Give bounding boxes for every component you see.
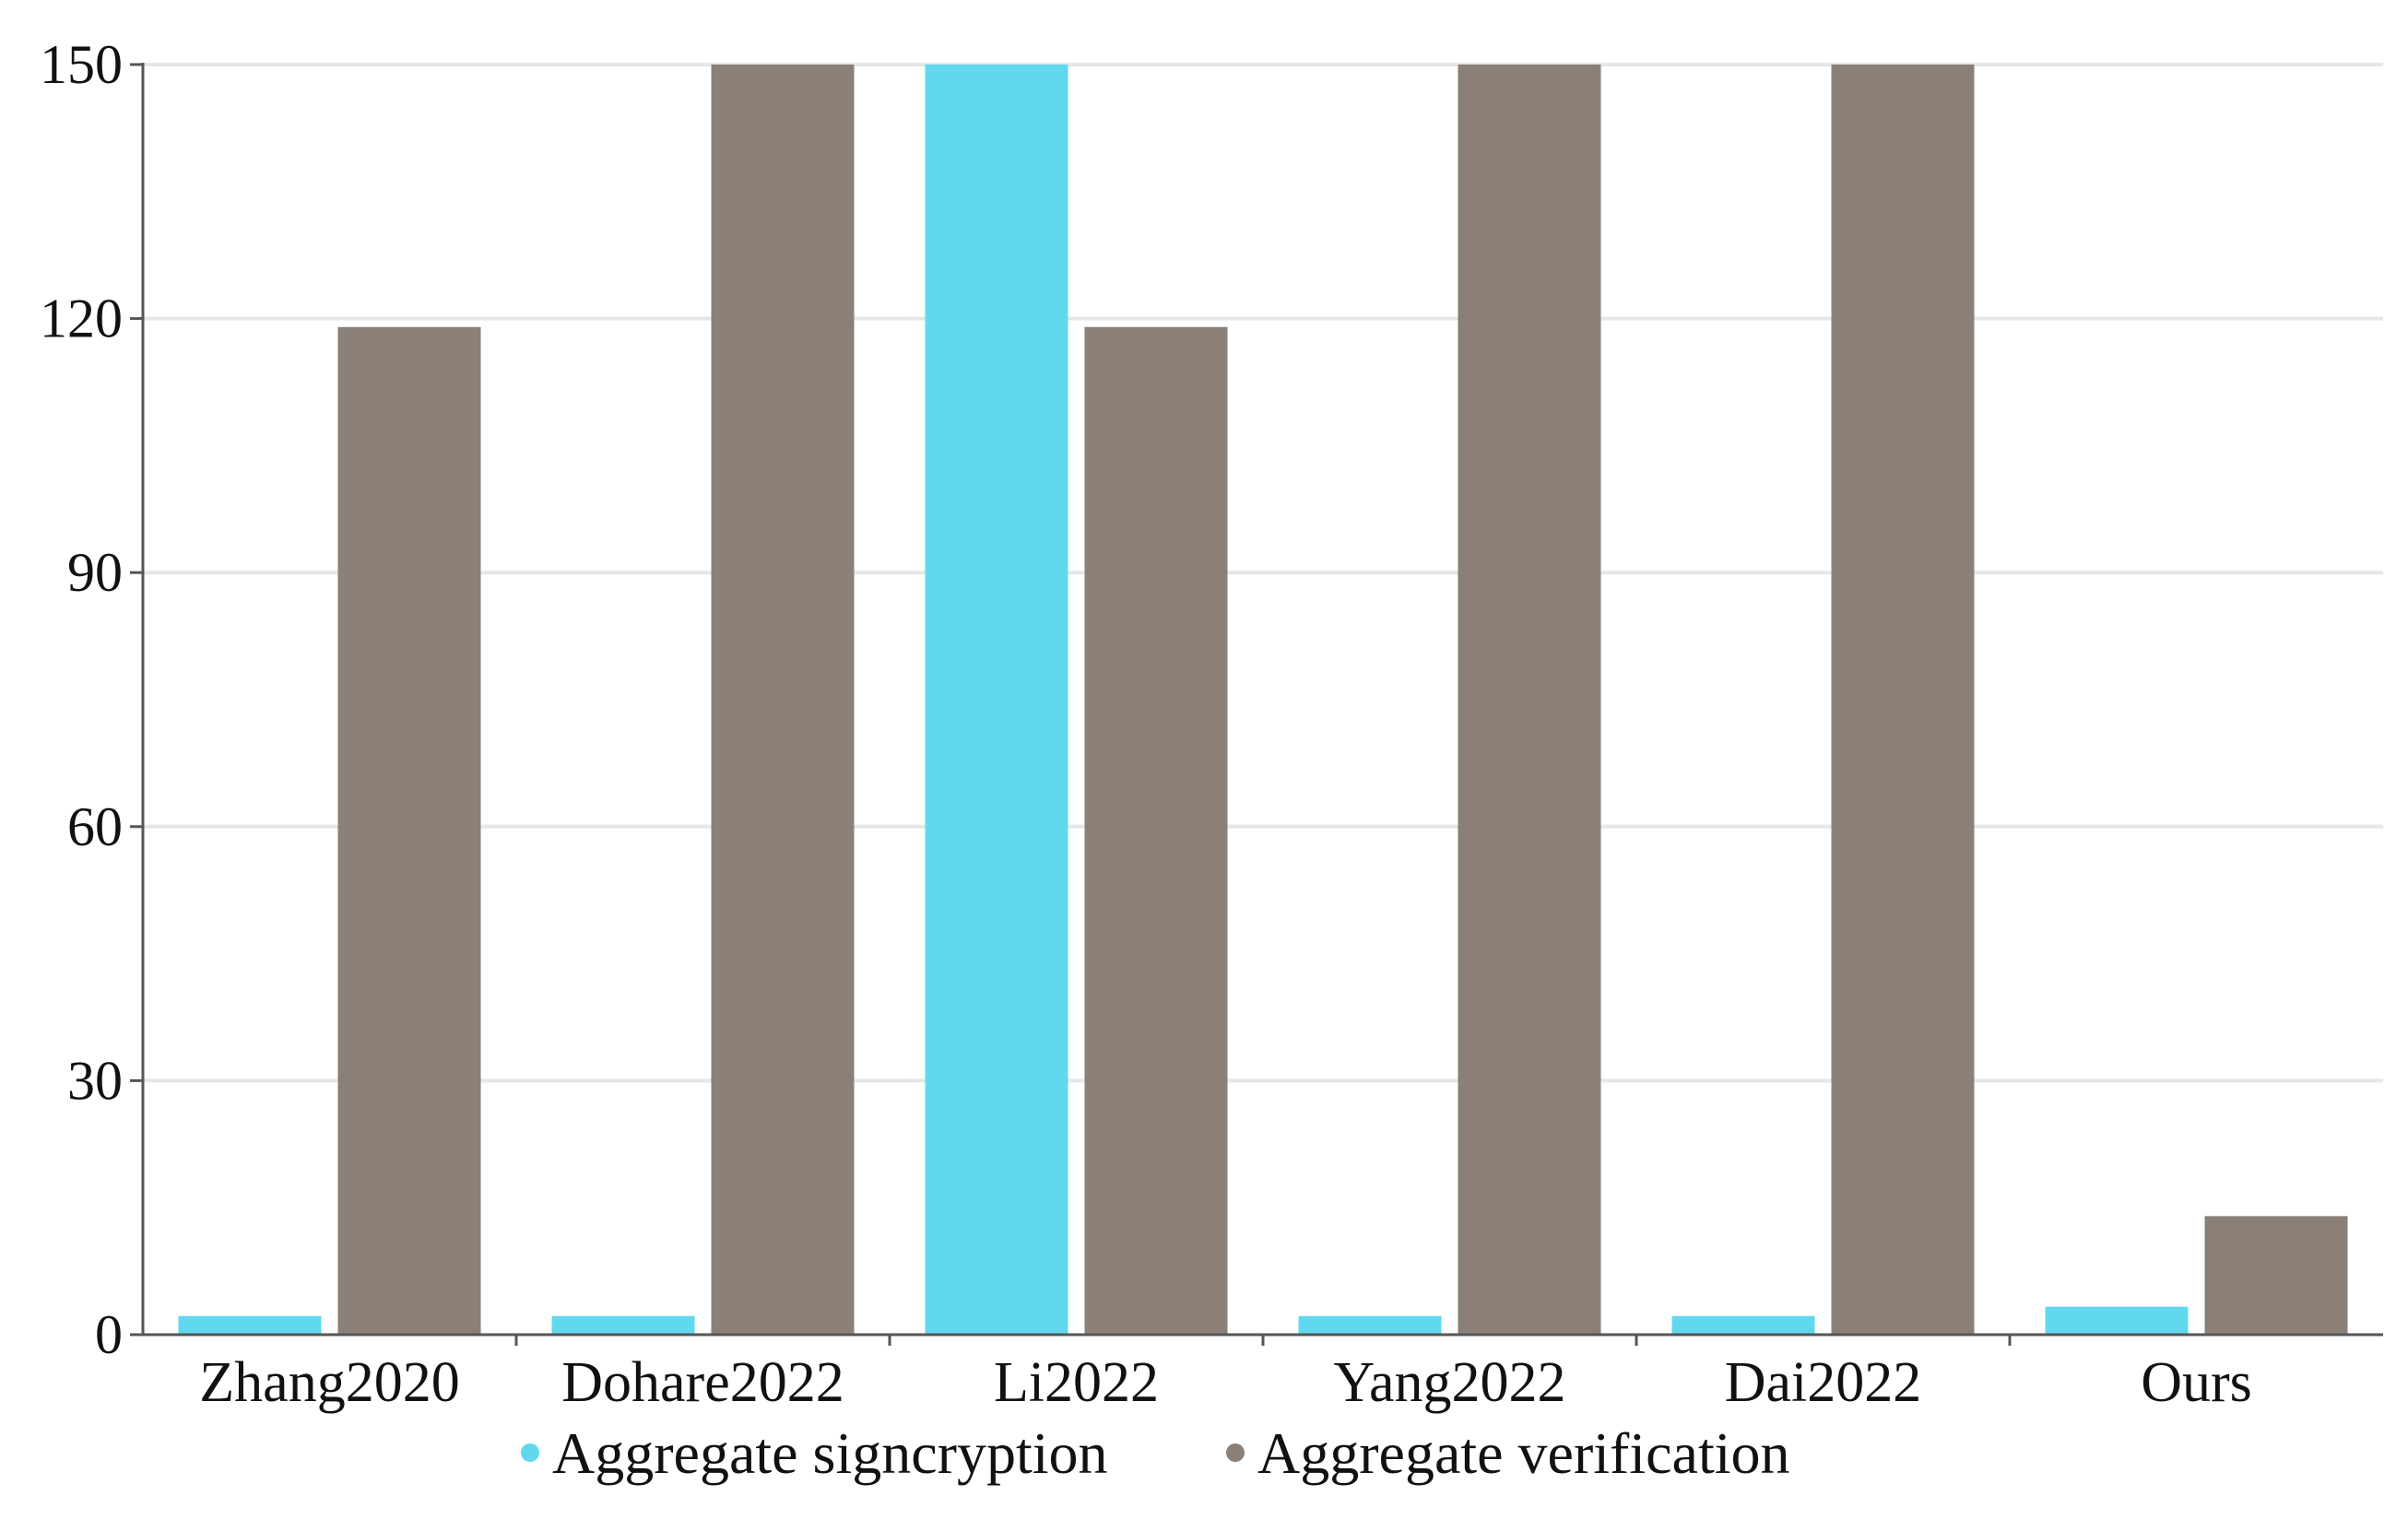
bars [178,65,2348,1336]
x-tick-label: Zhang2020 [199,1351,459,1414]
y-tick-label: 90 [67,542,123,603]
bar-verification [1458,65,1601,1335]
axes [130,63,2383,1346]
bar-signcryption [178,1315,322,1335]
bar-signcryption [2045,1306,2189,1335]
y-tick-label: 30 [67,1050,123,1111]
legend-marker [1226,1443,1245,1462]
bar-signcryption [925,65,1068,1335]
legend-label: Aggregate signcryption [552,1420,1108,1486]
bar-verification [1084,326,1228,1336]
bar-verification [2204,1216,2348,1335]
x-tick-label: Dai2022 [1725,1351,1922,1414]
gridlines [143,63,2383,1083]
bar-verification [1831,65,1975,1335]
legend-marker [521,1443,539,1462]
bar-verification [711,65,855,1335]
x-tick-label: Yang2022 [1333,1351,1565,1414]
bar-signcryption [1671,1315,1815,1335]
legend: Aggregate signcryption Aggregate verifica… [521,1420,1790,1486]
y-tick-label: 60 [67,796,123,857]
bar-signcryption [551,1315,695,1335]
legend-label: Aggregate verification [1257,1420,1790,1486]
x-tick-label: Dohare2022 [561,1351,844,1414]
x-tick-label: Li2022 [994,1351,1159,1414]
y-tick-label: 120 [40,289,123,349]
y-tick-label: 150 [40,34,123,95]
bar-verification [337,326,481,1336]
bar-signcryption [1298,1315,1442,1335]
tick-labels: 0 30 60 90 120 150 Zhang2020 Dohare2022 Li2022 Ya… [40,34,2252,1414]
y-tick-label: 0 [95,1304,123,1365]
x-tick-label: Ours [2141,1351,2252,1414]
